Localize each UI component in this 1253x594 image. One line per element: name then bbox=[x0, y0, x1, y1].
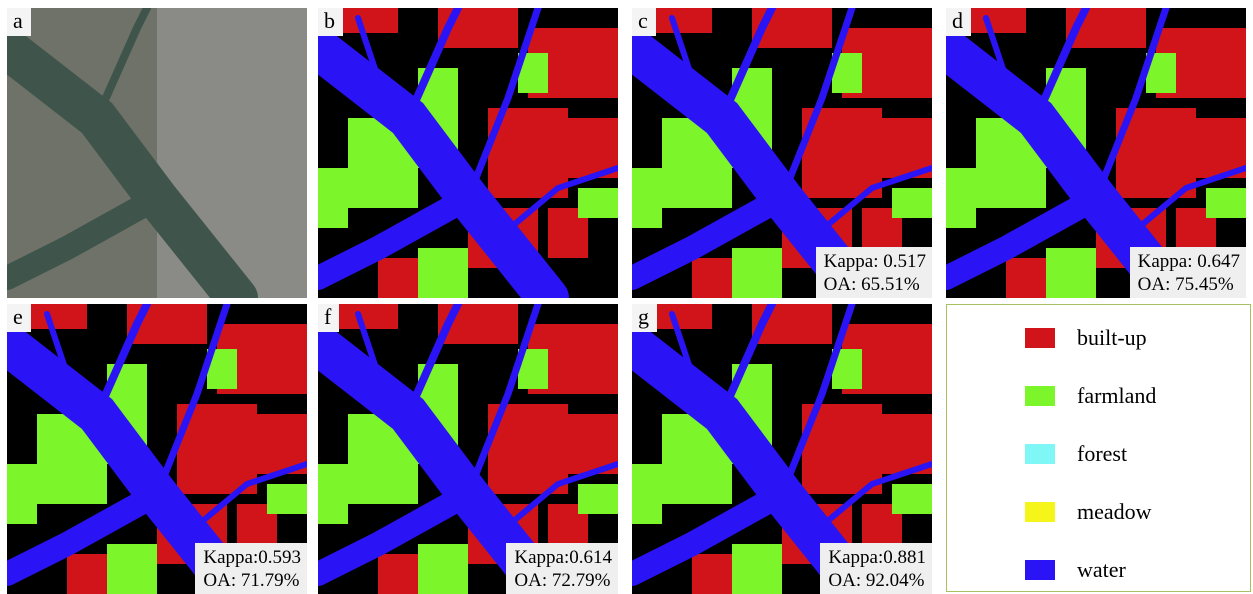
legend-label: forest bbox=[1077, 441, 1127, 467]
map-panel: b bbox=[318, 8, 618, 298]
legend-swatch bbox=[1025, 328, 1055, 348]
legend-swatch bbox=[1025, 386, 1055, 406]
overall-accuracy: OA: 65.51% bbox=[824, 273, 926, 296]
overall-accuracy: OA: 71.79% bbox=[203, 569, 301, 592]
kappa: Kappa: 0.517 bbox=[824, 250, 926, 273]
panel-label: g bbox=[632, 304, 657, 332]
legend-swatch bbox=[1025, 502, 1055, 522]
map-image bbox=[7, 8, 307, 298]
legend-label: meadow bbox=[1077, 499, 1152, 525]
overall-accuracy: OA: 92.04% bbox=[828, 569, 926, 592]
legend-label: farmland bbox=[1077, 383, 1156, 409]
kappa: Kappa:0.614 bbox=[514, 546, 612, 569]
legend-item: forest bbox=[1025, 441, 1127, 467]
legend-label: built-up bbox=[1077, 325, 1147, 351]
kappa: Kappa: 0.647 bbox=[1138, 250, 1240, 273]
panel-label: d bbox=[946, 8, 971, 36]
panel-label: e bbox=[7, 304, 31, 332]
legend-item: built-up bbox=[1025, 325, 1147, 351]
legend-label: water bbox=[1077, 557, 1126, 583]
kappa: Kappa:0.593 bbox=[203, 546, 301, 569]
panel-label: f bbox=[318, 304, 339, 332]
map-image bbox=[318, 8, 618, 298]
legend-item: meadow bbox=[1025, 499, 1152, 525]
overall-accuracy: OA: 72.79% bbox=[514, 569, 612, 592]
panel-label: a bbox=[7, 8, 31, 36]
overall-accuracy: OA: 75.45% bbox=[1138, 273, 1240, 296]
legend-swatch bbox=[1025, 444, 1055, 464]
legend-swatch bbox=[1025, 560, 1055, 580]
panel-label: b bbox=[318, 8, 343, 36]
legend: built-up farmland forest meadow water bbox=[946, 304, 1251, 592]
legend-item: farmland bbox=[1025, 383, 1156, 409]
kappa: Kappa:0.881 bbox=[828, 546, 926, 569]
panel-label: c bbox=[632, 8, 656, 36]
page: abcKappa: 0.517OA: 65.51%dKappa: 0.647OA… bbox=[0, 0, 1253, 594]
map-panel: a bbox=[7, 8, 307, 298]
legend-item: water bbox=[1025, 557, 1126, 583]
